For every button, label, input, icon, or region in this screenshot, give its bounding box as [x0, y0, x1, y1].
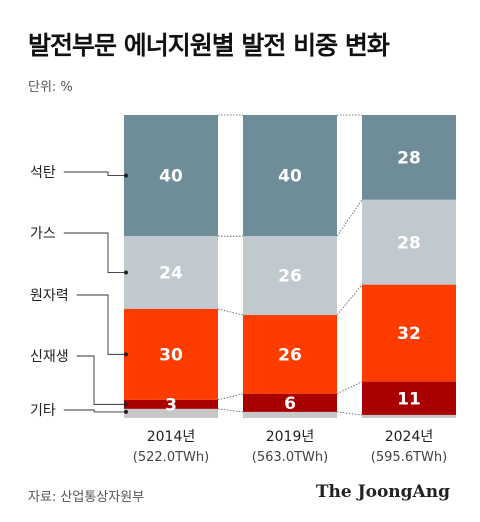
x-tick-label: 2024년	[385, 429, 434, 445]
bar-segment-gas	[362, 199, 456, 285]
connector-line	[336, 284, 363, 316]
legend-label-coal: 석탄	[30, 165, 56, 181]
connector-line	[217, 308, 244, 316]
source-note: 자료: 산업통상자원부	[28, 490, 145, 505]
x-tick-sublabel: (522.0TWh)	[133, 450, 209, 465]
legend-leader-line	[76, 294, 126, 355]
bar-segment-other	[124, 408, 218, 418]
data-label: 30	[159, 345, 183, 365]
legend-leader-dot	[124, 352, 128, 357]
data-label: 28	[397, 148, 421, 168]
legend-leader-dot	[124, 409, 128, 414]
data-label: 28	[397, 233, 421, 253]
data-label: 6	[284, 394, 296, 414]
unit-label: 단위: %	[28, 80, 73, 95]
chart-title: 발전부문 에너지원별 발전 비중 변화	[28, 31, 390, 60]
legend-label-nuclear: 원자력	[30, 288, 69, 304]
data-label: 26	[278, 267, 302, 287]
bar-segment-renewable	[243, 393, 337, 412]
data-label: 26	[278, 345, 302, 365]
legend-label-gas: 가스	[30, 226, 56, 242]
bar-segment-coal	[362, 115, 456, 200]
connector-line	[336, 199, 363, 237]
data-label: 40	[278, 167, 302, 187]
connector-line	[217, 393, 244, 401]
legend-label-other: 기타	[30, 403, 56, 419]
bar-segment-other	[362, 414, 456, 418]
bar-segment-other	[243, 411, 337, 418]
legend-leader-dot	[124, 270, 128, 275]
bar-segment-renewable	[124, 399, 218, 409]
legend-leader-line	[63, 409, 126, 413]
legend-leader-line	[63, 171, 126, 177]
data-label: 3	[165, 395, 177, 415]
bar-segment-nuclear	[362, 284, 456, 382]
x-tick-label: 2014년	[147, 429, 196, 445]
legend-leader-line	[76, 355, 126, 405]
legend-label-renewable: 신재생	[30, 349, 69, 365]
brand-logo: The JoongAng	[315, 482, 450, 502]
data-label: 32	[397, 324, 421, 344]
bar-segment-gas	[124, 236, 218, 309]
bar-segment-nuclear	[243, 314, 337, 394]
bar-segment-coal	[124, 115, 218, 237]
bar-segment-gas	[243, 236, 337, 315]
x-tick-label: 2019년	[266, 429, 315, 445]
data-label: 24	[159, 264, 183, 284]
x-tick-sublabel: (595.6TWh)	[371, 450, 447, 465]
x-tick-sublabel: (563.0TWh)	[252, 450, 328, 465]
legend-leader-line	[63, 232, 126, 274]
connector-line	[217, 408, 244, 413]
bar-segment-nuclear	[124, 308, 218, 400]
legend-leader-dot	[124, 173, 128, 178]
connector-line	[336, 381, 363, 395]
legend-leader-dot	[124, 402, 128, 407]
bar-segment-renewable	[362, 381, 456, 415]
bar-segment-coal	[243, 115, 337, 237]
data-label: 11	[397, 389, 421, 409]
data-label: 40	[159, 167, 183, 187]
connector-line	[336, 411, 363, 416]
